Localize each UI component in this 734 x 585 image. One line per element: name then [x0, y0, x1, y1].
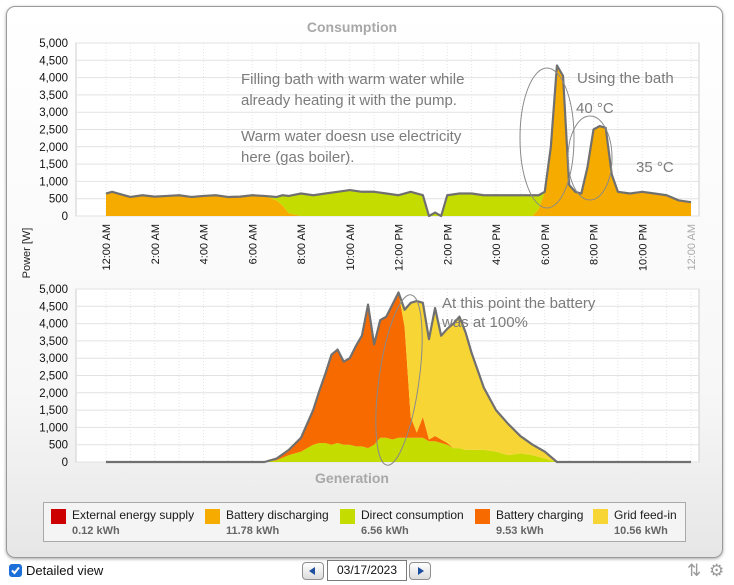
x-tick-label: 8:00 AM: [296, 224, 308, 264]
y-tick-label: 2,500: [39, 125, 68, 137]
x-tick-label: 10:00 AM: [345, 224, 357, 270]
annotation-text: here (gas boiler).: [241, 149, 354, 166]
gear-icon[interactable]: ⚙: [709, 561, 725, 580]
y-tick-label: 0: [62, 211, 68, 223]
x-tick-label: 4:00 AM: [199, 224, 211, 264]
y-tick-label: 1,500: [39, 405, 68, 417]
legend-swatch: [51, 509, 66, 524]
x-tick-label: 12:00 AM: [101, 224, 113, 270]
series-area-battery-discharging: [106, 65, 691, 217]
triangle-left-icon: [309, 567, 315, 575]
y-tick-label: 1,500: [39, 159, 68, 171]
legend-value: 6.56 kWh: [361, 525, 409, 537]
detailed-view-checkbox[interactable]: [9, 564, 22, 577]
legend-label: Direct consumption: [361, 508, 464, 522]
prev-day-button[interactable]: [302, 562, 324, 580]
legend-swatch: [340, 509, 355, 524]
x-tick-label: 6:00 AM: [247, 224, 259, 264]
y-axis-label: Power [W]: [21, 228, 33, 279]
y-tick-label: 1,000: [39, 176, 68, 188]
x-tick-label: 12:00 PM: [394, 224, 406, 271]
x-tick-label: 10:00 PM: [637, 224, 649, 271]
export-icon[interactable]: ⇅: [687, 561, 702, 580]
series-area-direct-consumption: [106, 437, 691, 462]
y-tick-label: 500: [49, 440, 68, 452]
x-tick-label: 2:00 AM: [150, 224, 162, 264]
legend-label: Battery charging: [496, 508, 584, 522]
x-tick-label: 2:00 PM: [442, 224, 454, 265]
annotation-text: At this point the battery: [442, 295, 596, 312]
legend-swatch: [205, 509, 220, 524]
y-tick-label: 0: [62, 457, 68, 469]
legend-label: Battery discharging: [226, 508, 329, 522]
annotation-ellipse: [519, 67, 575, 209]
y-tick-label: 2,000: [39, 388, 68, 400]
y-tick-label: 2,500: [39, 371, 68, 383]
annotation-ellipse: [567, 115, 613, 201]
y-tick-label: 500: [49, 194, 68, 206]
y-tick-label: 3,500: [39, 90, 68, 102]
date-field[interactable]: 03/17/2023: [327, 560, 407, 581]
check-icon: [11, 566, 20, 575]
y-tick-label: 4,500: [39, 301, 68, 313]
x-tick-label: 12:00 AM: [686, 224, 698, 270]
y-tick-label: 4,000: [39, 319, 68, 331]
triangle-right-icon: [418, 567, 424, 575]
chart-title: Consumption: [307, 19, 397, 35]
total-line: [106, 291, 691, 464]
bottom-toolbar: Detailed view 03/17/2023 ⇅ ⚙: [0, 560, 734, 585]
annotation-text: was at 100%: [441, 314, 528, 331]
legend-swatch: [593, 509, 608, 524]
annotation-text: Filling bath with warm water while: [241, 71, 464, 88]
legend: External energy supply 0.12 kWh Battery …: [43, 502, 686, 542]
y-tick-label: 4,500: [39, 55, 68, 67]
y-tick-label: 3,500: [39, 336, 68, 348]
annotation-text: Warm water doesn use electricity: [241, 128, 462, 145]
annotation-text: Using the bath: [577, 70, 674, 87]
series-area-battery-charging: [106, 292, 691, 462]
y-tick-label: 3,000: [39, 107, 68, 119]
total-line: [105, 64, 692, 218]
y-tick-label: 2,000: [39, 142, 68, 154]
y-tick-label: 1,000: [39, 422, 68, 434]
annotation-ellipse: [375, 294, 423, 466]
y-tick-label: 5,000: [39, 284, 68, 296]
annotation-text: 35 °C: [636, 159, 674, 176]
annotation-text: already heating it with the pump.: [241, 92, 457, 109]
legend-value: 0.12 kWh: [72, 525, 120, 537]
legend-value: 11.78 kWh: [226, 525, 280, 537]
legend-swatch: [475, 509, 490, 524]
annotation-text: 40 °C: [576, 100, 614, 117]
chart-title: Generation: [315, 470, 389, 486]
y-tick-label: 5,000: [39, 38, 68, 50]
x-tick-label: 6:00 PM: [540, 224, 552, 265]
y-tick-label: 4,000: [39, 73, 68, 85]
legend-label: External energy supply: [72, 508, 195, 522]
legend-value: 9.53 kWh: [496, 525, 544, 537]
next-day-button[interactable]: [409, 562, 431, 580]
legend-label: Grid feed-in: [614, 508, 677, 522]
detailed-view-label[interactable]: Detailed view: [26, 563, 104, 578]
legend-value: 10.56 kWh: [614, 525, 668, 537]
x-tick-label: 8:00 PM: [589, 224, 601, 265]
y-tick-label: 3,000: [39, 353, 68, 365]
x-tick-label: 4:00 PM: [491, 224, 503, 265]
